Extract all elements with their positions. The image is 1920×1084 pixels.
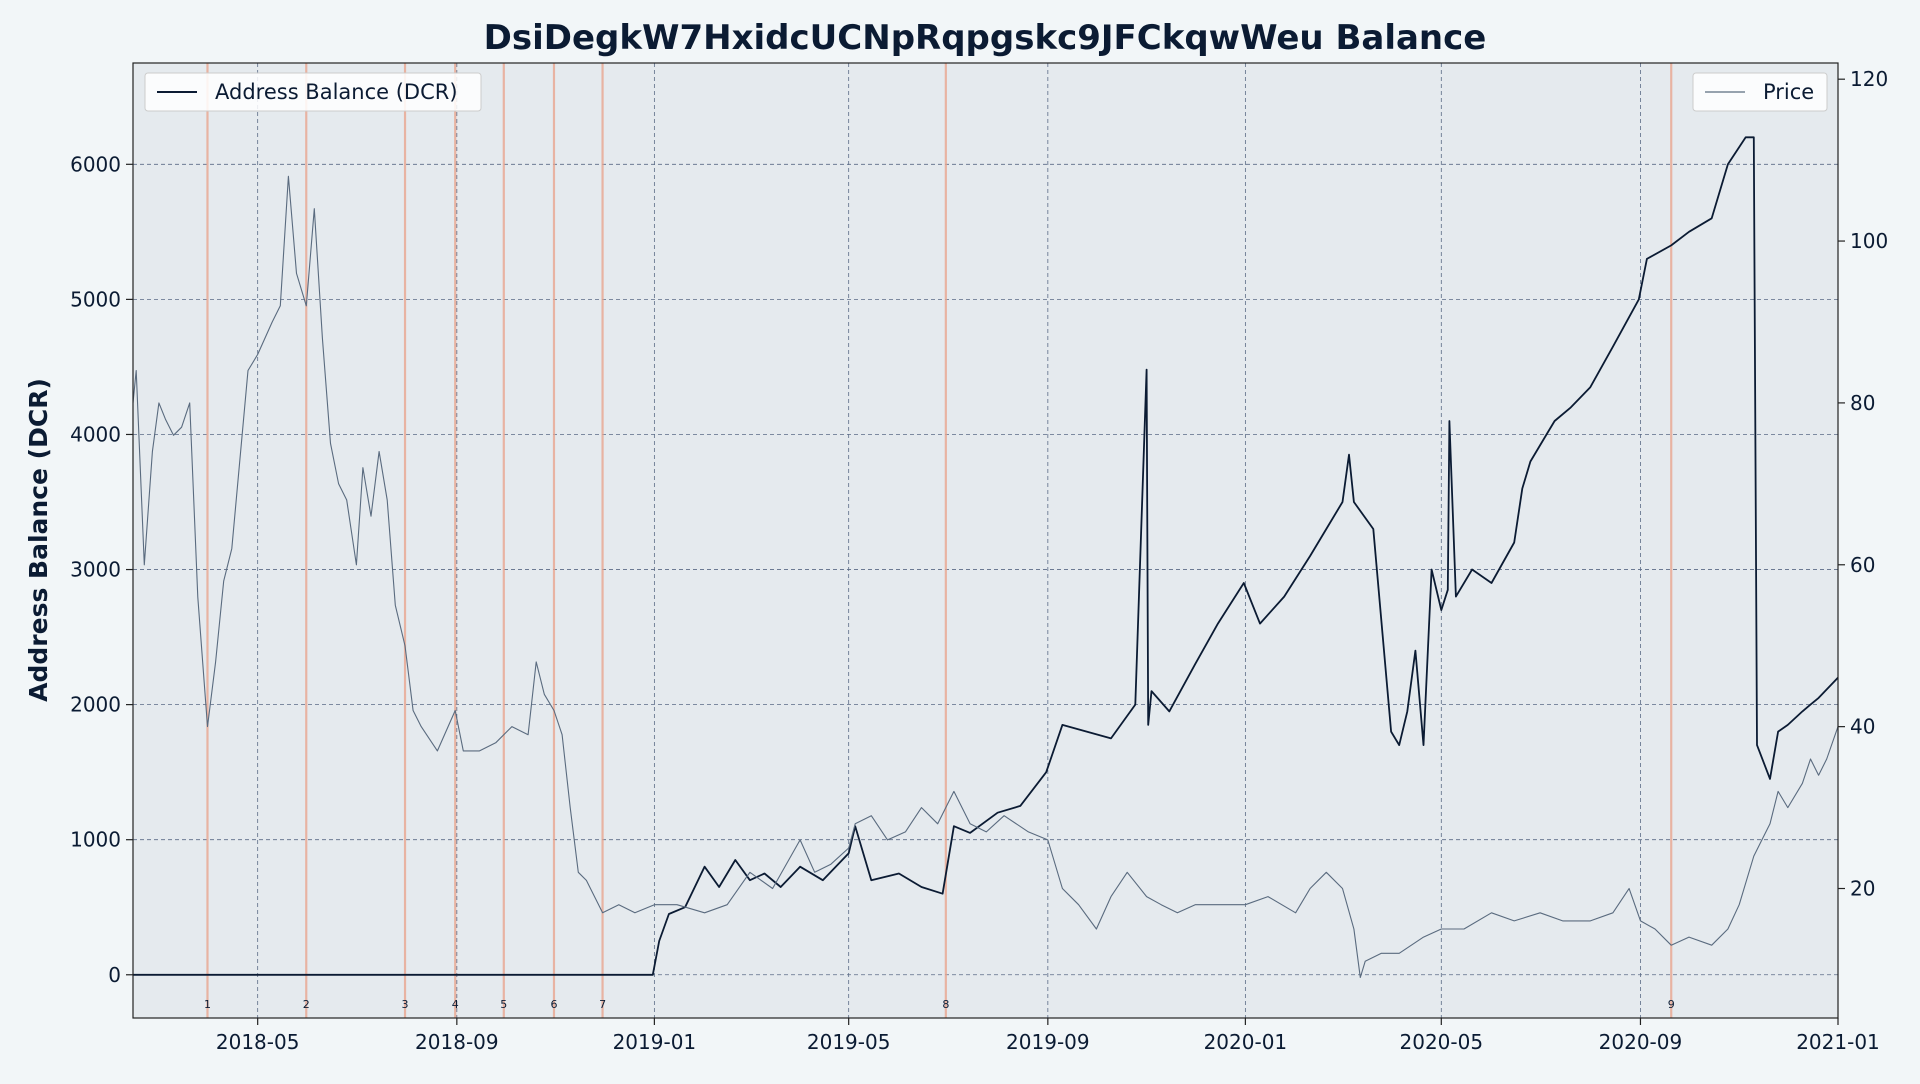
event-marker-label: 4 xyxy=(452,998,459,1011)
y2-tick-label: 80 xyxy=(1850,391,1875,415)
y-tick-label: 0 xyxy=(108,963,121,987)
x-tick-label: 2019-01 xyxy=(613,1030,697,1054)
axes: 2018-05 2018-09 2019-01 2019-05 2019-09 2020-… xyxy=(70,67,1888,1054)
series-lines xyxy=(132,136,1839,979)
event-marker-label: 2 xyxy=(303,998,310,1011)
x-tick-label: 2021-01 xyxy=(1796,1030,1880,1054)
event-marker-label: 3 xyxy=(402,998,409,1011)
y2-tick-label: 40 xyxy=(1850,715,1875,739)
y-tick-label: 4000 xyxy=(70,422,121,446)
x-tick-label: 2018-09 xyxy=(415,1030,499,1054)
plot-area xyxy=(133,63,1838,1018)
x-tick-label: 2019-05 xyxy=(807,1030,891,1054)
price-series-line xyxy=(132,175,1839,979)
y-tick-label: 3000 xyxy=(70,558,121,582)
plot-frame xyxy=(132,62,1839,1019)
y-tick-label: 2000 xyxy=(70,693,121,717)
y-tick-label: 1000 xyxy=(70,828,121,852)
x-tick-label: 2018-05 xyxy=(216,1030,300,1054)
event-marker-label: 7 xyxy=(599,998,606,1011)
legend-left: Address Balance (DCR) xyxy=(144,72,482,112)
event-marker-label: 9 xyxy=(1668,998,1675,1011)
y-axis-label: Address Balance (DCR) xyxy=(24,378,53,702)
balance-series-line xyxy=(133,136,1839,976)
legend-label-balance: Address Balance (DCR) xyxy=(215,80,458,104)
event-markers: 1 2 3 4 5 6 7 8 9 xyxy=(204,63,1675,1018)
x-tick-label: 2020-09 xyxy=(1599,1030,1683,1054)
legend-right-box xyxy=(1692,72,1828,112)
event-marker-label: 6 xyxy=(550,998,557,1011)
legend-label-price: Price xyxy=(1763,80,1814,104)
y2-tick-label: 100 xyxy=(1850,229,1888,253)
x-tick-label: 2019-09 xyxy=(1006,1030,1090,1054)
y-tick-label: 5000 xyxy=(70,287,121,311)
y2-tick-label: 120 xyxy=(1850,67,1888,91)
event-marker-label: 5 xyxy=(500,998,507,1011)
x-tick-label: 2020-01 xyxy=(1204,1030,1288,1054)
event-marker-label: 1 xyxy=(204,998,211,1011)
legend-right: Price xyxy=(1692,72,1828,112)
event-marker-label: 8 xyxy=(942,998,949,1011)
chart-title: DsiDegkW7HxidcUCNpRqpgskc9JFCkqwWeu Bala… xyxy=(484,18,1487,58)
y2-tick-label: 60 xyxy=(1850,553,1875,577)
x-tick-label: 2020-05 xyxy=(1400,1030,1484,1054)
legend-left-box xyxy=(144,72,482,112)
y-tick-label: 6000 xyxy=(70,152,121,176)
y2-tick-label: 20 xyxy=(1850,877,1875,901)
